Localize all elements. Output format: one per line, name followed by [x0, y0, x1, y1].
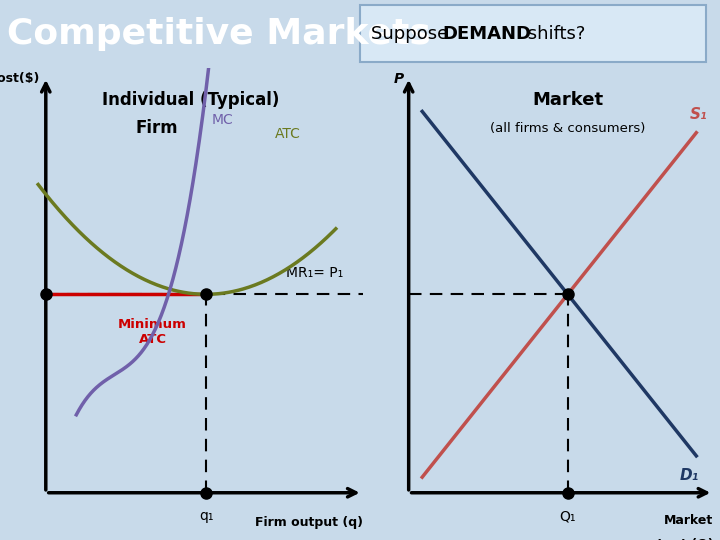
Text: Competitive Markets: Competitive Markets	[7, 17, 431, 51]
Text: Cost($): Cost($)	[0, 72, 40, 85]
Text: q₁: q₁	[199, 509, 213, 523]
Text: P: P	[393, 72, 404, 86]
Text: Minimum
ATC: Minimum ATC	[118, 318, 187, 346]
Text: Suppose: Suppose	[371, 25, 454, 43]
Text: Market: Market	[532, 91, 603, 109]
Text: D₁: D₁	[680, 468, 698, 483]
FancyBboxPatch shape	[360, 5, 706, 62]
Text: ATC: ATC	[275, 127, 301, 141]
Text: shifts?: shifts?	[522, 25, 585, 43]
Text: Market: Market	[664, 514, 714, 527]
Text: Q₁: Q₁	[559, 509, 576, 523]
Text: Firm output (q): Firm output (q)	[255, 516, 363, 529]
Text: Individual (Typical): Individual (Typical)	[102, 91, 279, 109]
Text: MR₁= P₁: MR₁= P₁	[287, 266, 343, 280]
Text: S₁: S₁	[690, 106, 707, 122]
Text: output (Q): output (Q)	[639, 538, 714, 540]
Text: MC: MC	[212, 113, 233, 127]
Text: Firm: Firm	[135, 119, 178, 138]
Text: DEMAND: DEMAND	[443, 25, 532, 43]
Text: (all firms & consumers): (all firms & consumers)	[490, 122, 645, 135]
